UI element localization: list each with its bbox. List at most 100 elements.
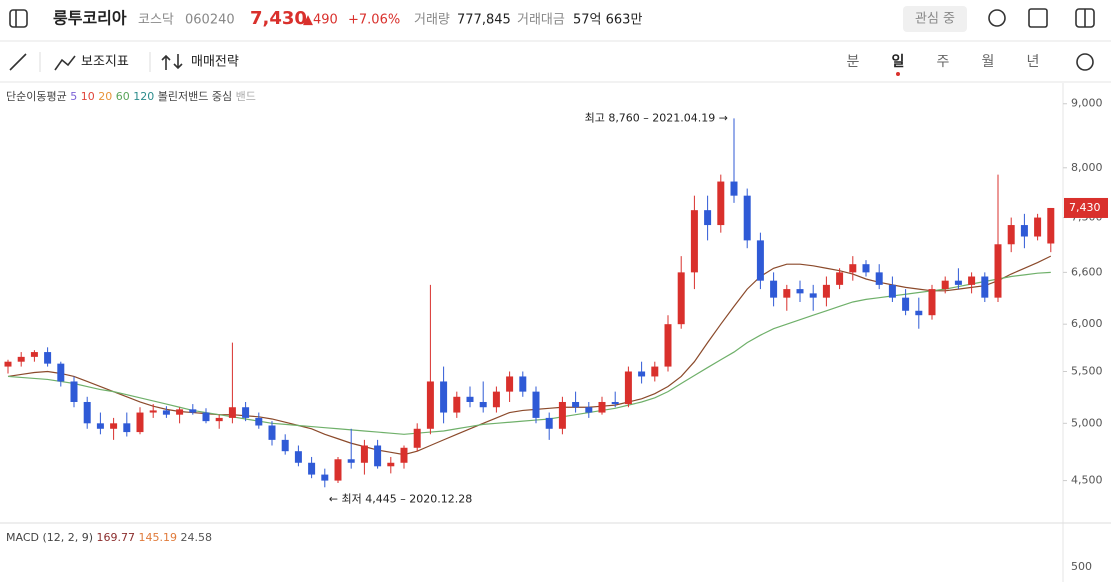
candle-body [374,445,382,467]
candle-body [849,264,857,273]
candle-body [96,423,104,429]
candle-body [321,474,329,481]
candle-body [624,371,632,405]
sidebar-icon[interactable] [9,9,28,28]
period-tab[interactable]: 주 [937,54,950,70]
volume-label: 거래량 [414,13,450,28]
candle-body [532,391,540,418]
current-price-box [1064,197,1108,218]
candle-body [704,210,712,226]
edit-icon[interactable] [1028,8,1048,28]
candle-body [281,439,289,452]
candle-body [558,401,566,429]
change-pct: +7.06% [348,13,400,28]
strategy-icon[interactable] [161,54,183,70]
candle-body [770,280,778,298]
candle-body [954,280,962,285]
candle-body [228,407,236,418]
legend-item: 단순이동평균 [6,90,67,103]
candle-body [677,272,685,325]
candle-body [30,352,38,357]
candle-body [70,381,78,402]
candle-body [981,276,989,298]
price-chart: 9,0008,0007,3006,6006,0005,5005,0004,500… [0,83,1111,582]
candle-body [915,310,923,316]
active-dot [896,72,900,76]
candle-body [1007,225,1015,245]
candle-body [215,417,223,422]
candle-body [1034,217,1042,237]
candle-body [585,407,593,413]
candle-body [453,396,461,413]
candle-body [572,401,580,408]
y-tick-label: 5,500 [1071,364,1103,377]
candle-body [387,462,395,467]
candle-body [492,391,500,408]
candle-body [479,401,487,408]
y-tick-label: 6,000 [1071,317,1103,330]
candle-body [994,244,1002,298]
amount-label: 거래대금 [517,13,565,28]
low-annotation: ← 최저 4,445 – 2020.12.28 [329,492,472,505]
candle-body [875,272,883,285]
watch-button-text: 관심 중 [915,12,955,27]
candle-body [44,352,52,364]
candle-body [796,289,804,294]
toolbar: 보조지표 매매전략 분 일 주 월 년 [0,52,1111,83]
watch-button[interactable] [903,6,967,32]
candle-body [519,376,527,392]
macd-item: 169.77 [97,531,136,544]
macd-item: MACD (12, 2, 9) [6,531,93,544]
period-tab[interactable]: 일 [892,54,905,70]
candle-body [334,459,342,481]
current-price-label: 7,430 [1069,201,1101,214]
y-tick-label: 6,600 [1071,265,1103,278]
code: 060240 [185,13,235,28]
candle-body [968,276,976,285]
candle-body [1047,207,1055,244]
legend-item: 5 [70,90,77,103]
period-tab[interactable]: 월 [982,54,995,70]
macd-item: 24.58 [181,531,213,544]
candle-body [809,293,817,298]
candle-body [717,181,725,226]
strategy-button[interactable]: 매매전략 [191,55,239,70]
period-tab[interactable]: 분 [847,54,860,70]
settings-icon[interactable] [1076,53,1094,71]
candle-body [426,381,434,429]
ma-line [7,271,1051,435]
flash-icon[interactable] [988,9,1006,27]
candle-body [862,264,870,273]
candle-body [1020,225,1028,237]
indicators-button[interactable]: 보조지표 [81,55,129,70]
candle-body [360,445,368,463]
macd-tick: 500 [1071,560,1092,573]
legend-item: 10 [81,90,95,103]
y-tick-label: 5,000 [1071,416,1103,429]
candle-body [308,462,316,475]
candle-body [730,181,738,196]
candle-body [255,417,263,426]
candle-body [123,423,131,433]
candle-body [638,371,646,377]
candle-body [136,412,144,433]
indicator-icon[interactable] [54,55,76,71]
legend-item: 20 [98,90,112,103]
candle-body [611,401,619,405]
candle-body [242,407,250,418]
candle-body [294,451,302,463]
period-tab[interactable]: 년 [1027,54,1040,70]
candle-body [822,284,830,298]
legend: 단순이동평균 5 10 20 60 120 볼린저밴드 중심 밴드 [6,90,256,103]
candle-body [268,425,276,440]
y-tick-label: 9,000 [1071,97,1103,110]
candle-body [545,417,553,429]
candle-body [664,324,672,367]
legend-item: 볼린저밴드 중심 [158,90,232,103]
candle-body [189,409,197,413]
candle-body [928,289,936,316]
candle-body [783,289,791,298]
draw-icon[interactable] [9,53,27,71]
